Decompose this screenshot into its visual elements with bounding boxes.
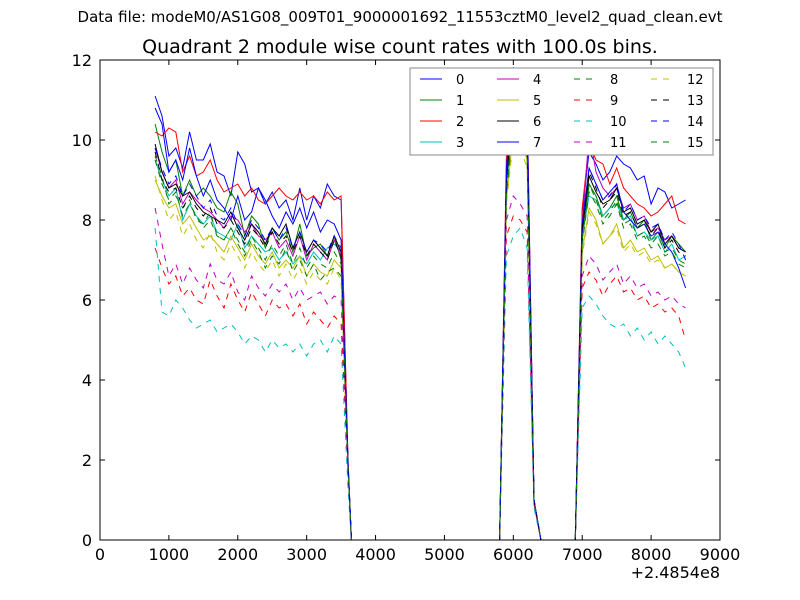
legend-label-12: 12 [687,73,704,88]
y-tick-label: 8 [82,211,92,230]
series-line-8 [154,122,686,541]
series-line-10 [154,227,687,541]
y-tick-label: 12 [72,51,92,70]
x-tick-label: 3000 [286,545,327,564]
series-line-15 [154,118,686,541]
legend-label-14: 14 [687,115,704,130]
legend-box [409,67,714,156]
x-tick-label: 5000 [424,545,465,564]
chart-title: Quadrant 2 module wise count rates with … [142,36,658,58]
series-line-12 [154,138,686,541]
legend-label-1: 1 [456,94,464,109]
legend-label-2: 2 [456,115,464,130]
x-tick-label: 2000 [217,545,258,564]
legend-label-10: 10 [610,115,627,130]
legend-label-5: 5 [533,94,541,109]
series-line-11 [154,194,686,541]
y-tick-label: 2 [82,451,92,470]
y-tick-label: 0 [82,531,92,550]
series-line-9 [154,215,687,541]
x-tick-label: 1000 [149,545,190,564]
series-line-14 [154,98,687,541]
legend-label-11: 11 [610,136,627,151]
legend-label-6: 6 [533,115,541,130]
x-tick-label: 4000 [355,545,396,564]
legend-label-3: 3 [456,136,464,151]
y-tick-label: 4 [82,371,92,390]
x-tick-label: 9000 [700,545,741,564]
series-line-3 [154,118,686,541]
y-tick-label: 6 [82,291,92,310]
legend-label-4: 4 [533,73,541,88]
legend-label-9: 9 [610,94,618,109]
series-line-5 [154,131,686,541]
x-tick-label: 6000 [493,545,534,564]
y-tick-label: 10 [72,131,92,150]
series-line-13 [154,102,686,541]
legend-label-15: 15 [687,136,704,151]
legend-label-13: 13 [687,94,704,109]
series-line-2 [154,74,686,541]
legend-label-7: 7 [533,136,541,151]
x-tick-label: 0 [95,545,105,564]
suptitle: Data file: modeM0/AS1G08_009T01_90000016… [77,8,723,26]
series-layer [154,66,687,541]
legend-label-8: 8 [610,73,618,88]
x-offset-label: +2.4854e8 [631,563,720,582]
x-tick-label: 8000 [631,545,672,564]
x-tick-label: 7000 [562,545,603,564]
axes-layer: 0 1000 2000 3000 4000 5000 6000 7000 8000 9000 0 2 4… [72,51,741,582]
series-line-7 [154,87,687,541]
legend-label-0: 0 [456,73,464,88]
